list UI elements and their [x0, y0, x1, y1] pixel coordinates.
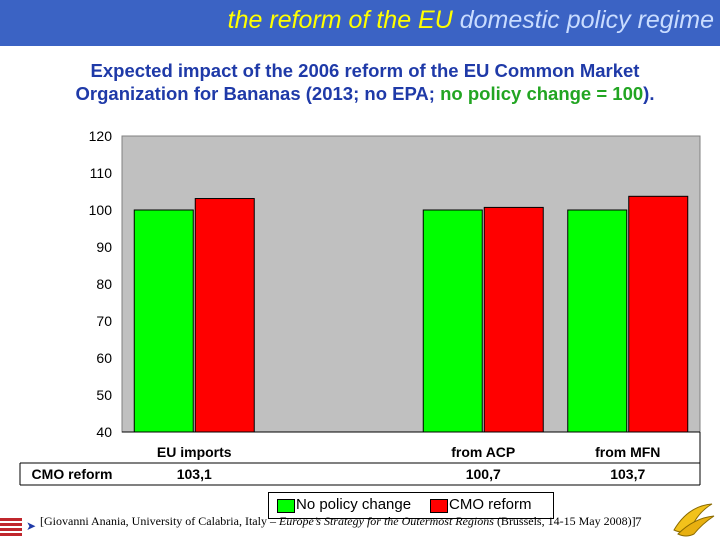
x-category-label: from ACP — [451, 444, 515, 460]
y-tick-label: 120 — [89, 128, 113, 144]
chart-title-line1: Expected impact of the 2006 reform of th… — [90, 60, 640, 81]
legend-label-cmo-reform: CMO reform — [449, 496, 532, 513]
citation-title: Europe’s Strategy for the Outermost Regi… — [278, 514, 494, 528]
slide-title-part1: the reform of the EU — [227, 6, 453, 34]
y-tick-label: 90 — [96, 239, 112, 255]
y-tick-label: 70 — [96, 313, 112, 329]
page-number: 7 — [635, 514, 642, 529]
citation-suffix: (Brussels, 14-15 May 2008)] — [493, 514, 636, 528]
bar-cmo-reform — [483, 206, 544, 433]
legend-swatch-cmo-reform — [430, 499, 448, 513]
table-value: 103,1 — [177, 466, 212, 482]
table-value: 103,7 — [610, 466, 645, 482]
bar-no-policy — [422, 209, 483, 433]
y-tick-label: 80 — [96, 276, 112, 292]
footer-citation: [Giovanni Anania, University of Calabria… — [40, 514, 636, 529]
university-logo-icon — [0, 518, 22, 538]
chart-title-line2-a: Organization for Bananas (2013; no EPA; — [75, 83, 441, 104]
slide-title: the reform of the EU domestic policy reg… — [0, 6, 720, 35]
y-axis-labels: 40 50 60 70 80 90 100 110 120 — [89, 128, 113, 440]
y-tick-label: 110 — [90, 165, 113, 181]
x-category-label: from MFN — [595, 444, 660, 460]
x-category-label: EU imports — [157, 444, 232, 460]
legend: No policy change CMO reform — [268, 492, 554, 519]
citation-prefix: [Giovanni Anania, University of Calabria… — [40, 514, 279, 528]
y-tick-label: 50 — [96, 387, 112, 403]
bar-cmo-reform — [194, 198, 255, 433]
table-value: 100,7 — [466, 466, 501, 482]
chart-title-line2-c: ). — [643, 83, 655, 104]
chart-title-line2-b: no policy change = 100 — [440, 83, 644, 104]
arrow-right-icon: ➤ — [26, 519, 37, 533]
slide-title-part2: domestic policy regime — [452, 6, 714, 34]
table-row-label: CMO reform — [32, 466, 113, 482]
bar-cmo-reform — [628, 195, 689, 433]
y-tick-label: 60 — [96, 350, 112, 366]
y-tick-label: 100 — [89, 202, 113, 218]
legend-swatch-no-policy — [277, 499, 295, 513]
y-tick-label: 40 — [96, 424, 112, 440]
bars — [133, 195, 689, 433]
chart-title: Expected impact of the 2006 reform of th… — [20, 59, 710, 105]
bar-no-policy — [567, 209, 628, 433]
header-bar — [0, 0, 720, 46]
legend-label-no-policy: No policy change — [296, 496, 412, 513]
bar-no-policy — [133, 209, 194, 433]
banana-icon — [673, 503, 715, 537]
chart-title-line2: Organization for Bananas (2013; no EPA; … — [20, 82, 710, 105]
data-table: EU imports 103,1 from ACP 100,7 from MFN 103,… — [19, 432, 701, 486]
